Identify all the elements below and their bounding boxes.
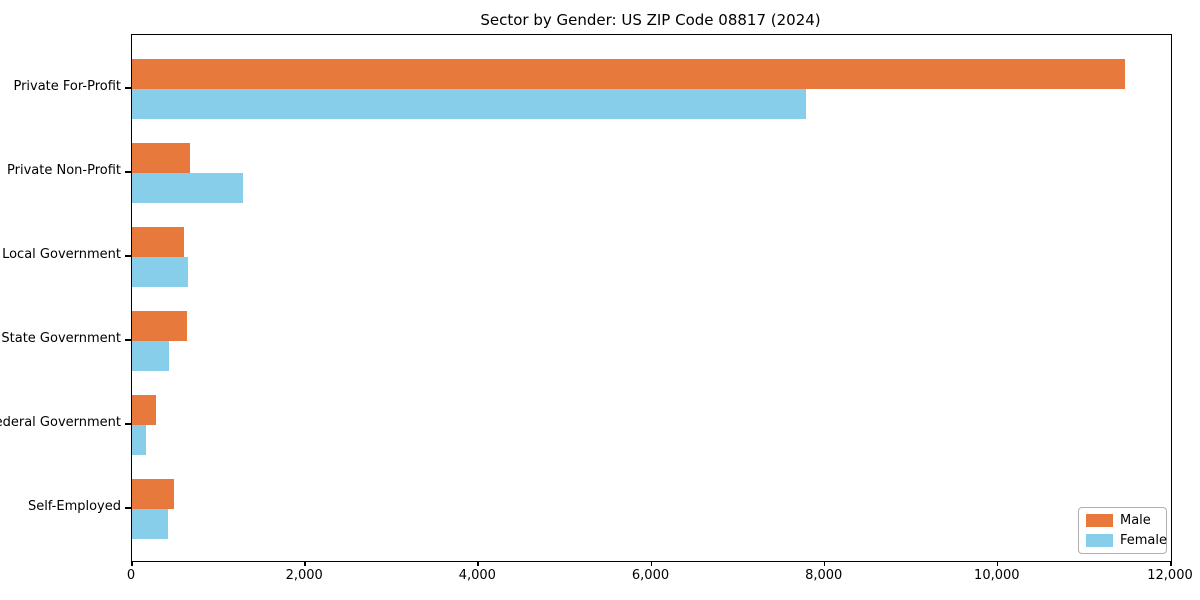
legend-swatch-female [1086,534,1113,547]
y-tick-label-self-employed: Self-Employed [27,499,121,514]
y-tick-mark-local-government [125,255,131,257]
y-tick-label-federal-government: Federal Government [0,415,121,430]
bar-male-private-non-profit [132,143,190,173]
bar-female-local-government [132,257,189,287]
y-tick-mark-federal-government [125,423,131,425]
x-tick-label-0: 0 [126,568,136,583]
x-tick-label-2000: 2,000 [285,568,323,583]
plot-area [131,34,1172,562]
y-tick-label-state-government: State Government [1,331,121,346]
bar-female-state-government [132,341,170,371]
legend-swatch-male [1086,514,1113,527]
x-tick-mark-0 [131,561,133,566]
y-tick-mark-state-government [125,339,131,341]
y-tick-label-private-for-profit: Private For-Profit [13,79,121,94]
x-tick-label-6000: 6,000 [631,568,670,583]
bar-female-federal-government [132,425,146,455]
legend-item-male: Male [1086,513,1159,528]
legend-item-female: Female [1086,533,1167,548]
y-tick-mark-private-for-profit [125,87,131,89]
bar-female-private-non-profit [132,173,243,203]
bar-female-private-for-profit [132,89,806,119]
x-tick-mark-2000 [304,561,306,566]
legend-label-male: Male [1120,513,1151,528]
x-tick-mark-6000 [650,561,653,566]
x-tick-mark-8000 [823,561,826,566]
y-tick-label-local-government: Local Government [2,247,121,262]
bar-male-private-for-profit [132,59,1126,89]
x-tick-mark-12000 [1170,561,1172,566]
bar-male-state-government [132,311,188,341]
y-tick-label-private-non-profit: Private Non-Profit [7,163,121,178]
x-tick-label-4000: 4,000 [458,568,496,583]
y-tick-mark-self-employed [125,507,131,509]
bar-female-self-employed [132,509,169,539]
legend-label-female: Female [1120,533,1168,548]
chart-title: Sector by Gender: US ZIP Code 08817 (202… [480,11,821,29]
legend: Male Female [1078,507,1167,554]
x-tick-mark-10000 [996,561,999,566]
x-tick-label-10000: 10,000 [974,568,1020,583]
bar-male-federal-government [132,395,157,425]
bar-male-local-government [132,227,184,257]
x-tick-label-12000: 12,000 [1147,568,1193,583]
y-tick-mark-private-non-profit [125,171,131,173]
bar-male-self-employed [132,479,175,509]
x-tick-mark-4000 [477,561,479,566]
x-tick-label-8000: 8,000 [805,568,843,583]
